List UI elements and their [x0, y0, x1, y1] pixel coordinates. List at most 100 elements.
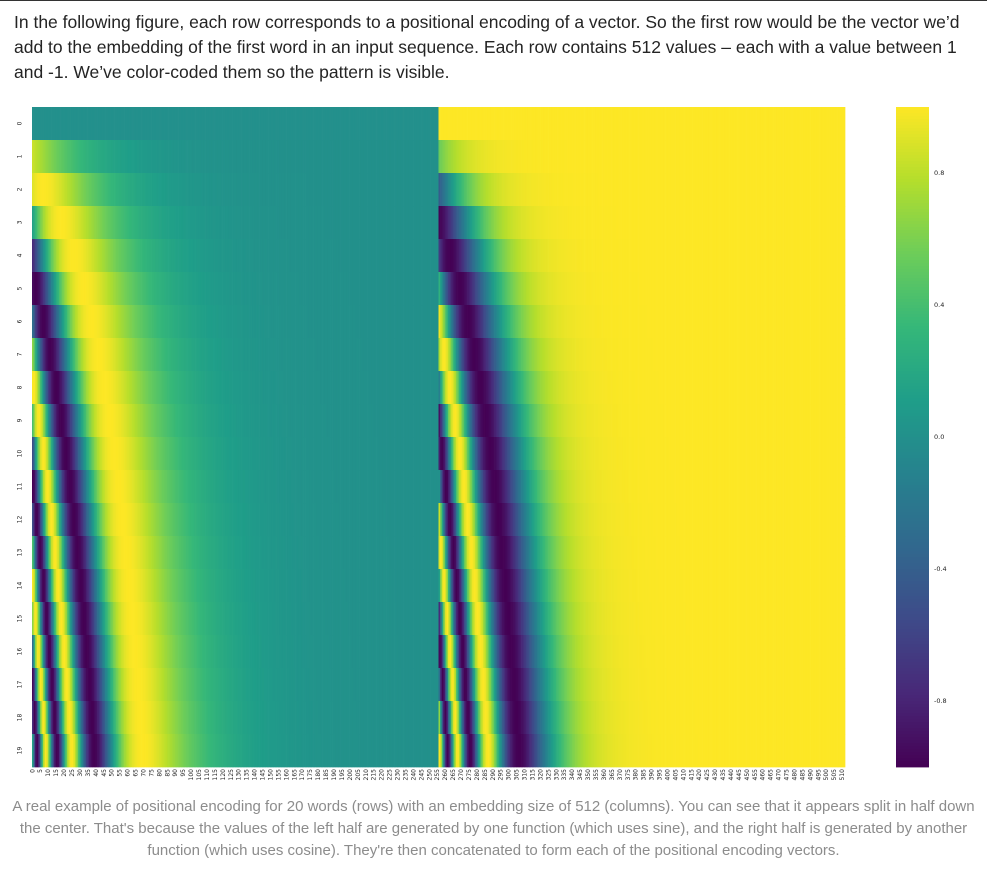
heatmap-cell: [286, 206, 289, 240]
heatmap-cell: [735, 107, 738, 141]
heatmap-cell: [738, 140, 741, 174]
heatmap-cell: [371, 338, 374, 372]
heatmap-cell: [540, 404, 543, 438]
heatmap-cell: [636, 239, 639, 273]
heatmap-cell: [424, 140, 427, 174]
heatmap-cell: [32, 173, 34, 207]
heatmap-cell: [363, 272, 366, 306]
heatmap-cell: [108, 305, 111, 339]
heatmap-cell: [467, 305, 470, 339]
heatmap-cell: [252, 305, 255, 339]
heatmap-cell: [413, 206, 416, 240]
heatmap-cell: [654, 107, 657, 141]
heatmap-cell: [213, 272, 215, 306]
heatmap-cell: [224, 371, 227, 405]
heatmap-cell: [581, 371, 584, 405]
heatmap-cell: [155, 206, 158, 240]
heatmap-cell: [265, 239, 268, 273]
heatmap-cell: [617, 371, 620, 405]
heatmap-cell: [606, 305, 609, 339]
heatmap-cell: [741, 272, 744, 306]
heatmap-cell: [803, 305, 806, 339]
heatmap-cell: [810, 239, 813, 273]
heatmap-cell: [87, 140, 90, 174]
heatmap-cell: [336, 305, 339, 339]
heatmap-cell: [247, 338, 250, 372]
heatmap-cell: [274, 239, 277, 273]
heatmap-cell: [355, 206, 358, 240]
heatmap-cell: [374, 404, 377, 438]
heatmap-cell: [687, 140, 690, 174]
heatmap-cell: [814, 173, 817, 207]
heatmap-cell: [109, 338, 112, 372]
heatmap-cell: [727, 239, 730, 273]
heatmap-cell: [775, 140, 778, 174]
heatmap-cell: [773, 272, 776, 306]
heatmap-cell: [332, 305, 335, 339]
heatmap-cell: [681, 338, 684, 372]
heatmap-cell: [344, 305, 347, 339]
heatmap-cell: [84, 272, 87, 306]
heatmap-cell: [765, 140, 768, 174]
heatmap-cell: [791, 239, 793, 273]
heatmap-cell: [384, 107, 387, 141]
heatmap-cell: [176, 272, 179, 306]
heatmap-cell: [328, 404, 331, 438]
heatmap-cell: [225, 107, 228, 141]
heatmap-cell: [287, 338, 290, 372]
heatmap-cell: [297, 272, 300, 306]
heatmap-cell: [730, 107, 733, 141]
heatmap-cell: [825, 272, 828, 306]
heatmap-cell: [497, 107, 500, 141]
heatmap-cell: [760, 371, 763, 405]
heatmap-cell: [222, 107, 225, 141]
heatmap-cell: [44, 338, 47, 372]
heatmap-cell: [213, 173, 215, 207]
heatmap-cell: [260, 338, 263, 372]
heatmap-cell: [130, 140, 133, 174]
heatmap-cell: [357, 272, 360, 306]
heatmap-cell: [36, 371, 39, 405]
heatmap-cell: [116, 206, 119, 240]
heatmap-cell: [813, 173, 816, 207]
heatmap-cell: [454, 173, 457, 207]
heatmap-cell: [689, 173, 692, 207]
heatmap-cell: [347, 371, 350, 405]
heatmap-cell: [132, 272, 134, 306]
heatmap-cell: [810, 140, 813, 174]
heatmap-cell: [240, 371, 242, 405]
heatmap-cell: [767, 371, 770, 405]
heatmap-cell: [833, 371, 836, 405]
heatmap-cell: [128, 206, 131, 240]
heatmap-cell: [671, 305, 674, 339]
heatmap-cell: [837, 371, 839, 405]
heatmap-cell: [60, 305, 63, 339]
heatmap-cell: [749, 206, 752, 240]
heatmap-cell: [35, 206, 38, 240]
heatmap-cell: [57, 239, 60, 273]
heatmap-cell: [58, 338, 61, 372]
heatmap-cell: [779, 371, 782, 405]
heatmap-cell: [179, 239, 182, 273]
heatmap-cell: [57, 140, 60, 174]
heatmap-cell: [263, 239, 266, 273]
heatmap-cell: [778, 305, 781, 339]
heatmap-cell: [89, 338, 92, 372]
heatmap-cell: [524, 272, 527, 306]
heatmap-cell: [51, 305, 53, 339]
heatmap-cell: [195, 272, 198, 306]
heatmap-cell: [192, 140, 195, 174]
heatmap-cell: [235, 371, 238, 405]
heatmap-cell: [368, 173, 371, 207]
heatmap-cell: [562, 305, 565, 339]
heatmap-cell: [255, 239, 258, 273]
heatmap-cell: [521, 338, 524, 372]
heatmap-cell: [756, 239, 759, 273]
heatmap-cell: [111, 272, 114, 306]
heatmap-cell: [90, 107, 93, 141]
heatmap-cell: [401, 305, 404, 339]
heatmap-cell: [78, 239, 80, 273]
heatmap-cell: [503, 404, 506, 438]
heatmap-cell: [295, 404, 298, 438]
heatmap-cell: [428, 272, 431, 306]
